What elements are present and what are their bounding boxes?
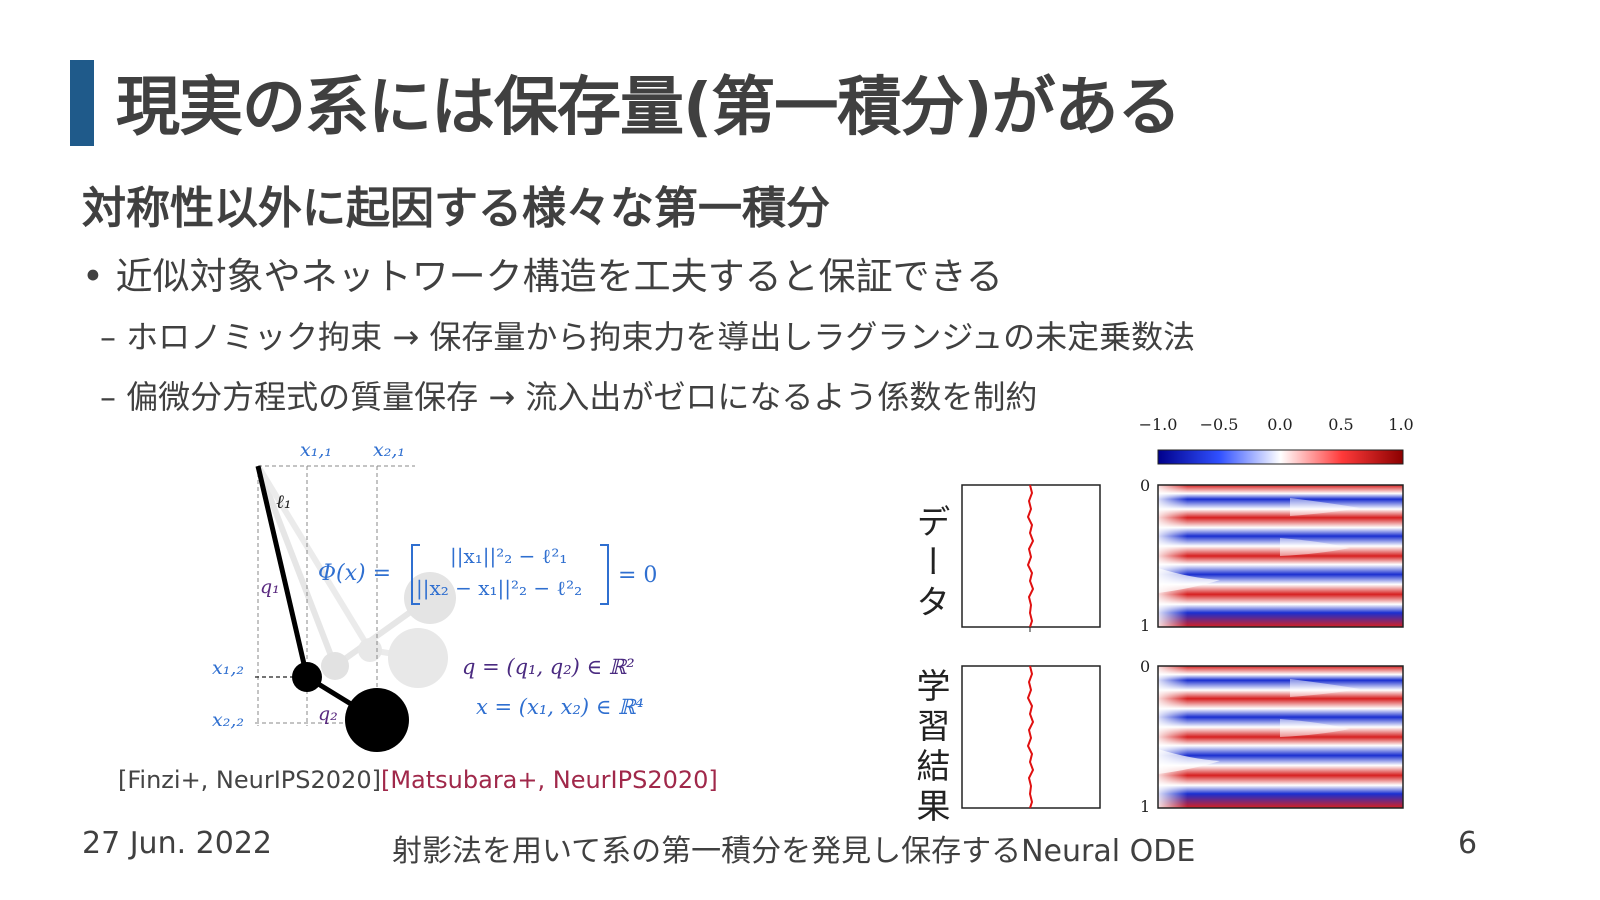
footer-title: 射影法を用いて系の第一積分を発見し保存するNeural ODE — [392, 834, 1196, 869]
results-figure: −1.0 −0.5 0.0 0.5 1.0 0 1 0 1 — [961, 415, 1414, 816]
label-x12: x₁,₂ — [212, 657, 244, 679]
y-tick-top-0: 0 — [1140, 476, 1150, 495]
y-tick-bottom-1: 1 — [1140, 797, 1150, 816]
row-label-learned: 学習結果 — [910, 668, 950, 828]
label-l1: ℓ₁ — [276, 491, 292, 513]
phi-row2: ||x₂ − x₁||²₂ − ℓ²₂ — [416, 576, 582, 601]
citation-matsubara: [Matsubara+, NeurIPS2020] — [380, 766, 718, 794]
label-x22: x₂,₂ — [212, 709, 244, 731]
cbar-tick-2: 0.0 — [1267, 415, 1292, 434]
slide-title: 現実の系には保存量(第一積分)がある — [116, 71, 1181, 145]
y-tick-bottom-0: 0 — [1140, 657, 1150, 676]
citation: [Finzi+, NeurIPS2020][Matsubara+, NeurIP… — [118, 766, 718, 794]
sub-bullet-holonomic: – ホロノミック拘束 → 保存量から拘束力を導出しラグランジュの未定乗数法 — [100, 318, 1196, 356]
cbar-tick-3: 0.5 — [1328, 415, 1353, 434]
phi-rhs: = 0 — [618, 563, 657, 588]
phi-lhs: Φ(x) = — [318, 561, 391, 586]
title-accent-bar — [70, 60, 94, 146]
cbar-tick-4: 1.0 — [1388, 415, 1413, 434]
bullet-item: • 近似対象やネットワーク構造を工夫すると保証できる — [82, 255, 1003, 298]
x-definition: x = (x₁, x₂) ∈ ℝ⁴ — [476, 695, 644, 719]
label-q1: q₁ — [260, 576, 280, 598]
double-pendulum-diagram: x₁,₁ x₂,₁ ℓ₁ q₁ q₂ x₁,₂ x₂,₂ Φ(x) = ||x₁… — [212, 439, 657, 752]
page-number: 6 — [1458, 826, 1478, 861]
cbar-tick-0: −1.0 — [1139, 415, 1178, 434]
label-q2: q₂ — [318, 703, 338, 725]
phi-row1: ||x₁||²₂ − ℓ²₁ — [450, 544, 567, 569]
label-x11: x₁,₁ — [300, 439, 332, 461]
sub-bullet-pde: – 偏微分方程式の質量保存 → 流入出がゼロになるよう係数を制約 — [100, 378, 1038, 416]
cbar-tick-1: −0.5 — [1200, 415, 1239, 434]
colorbar — [1157, 449, 1404, 465]
slide-subtitle: 対称性以外に起因する様々な第一積分 — [82, 183, 830, 234]
q-definition: q = (q₁, q₂) ∈ ℝ² — [462, 655, 635, 679]
citation-finzi: [Finzi+, NeurIPS2020] — [118, 766, 381, 794]
footer-date: 27 Jun. 2022 — [82, 826, 273, 861]
y-tick-top-1: 1 — [1140, 616, 1150, 635]
row-label-data: データ — [910, 504, 950, 624]
label-x21: x₂,₁ — [373, 439, 405, 461]
